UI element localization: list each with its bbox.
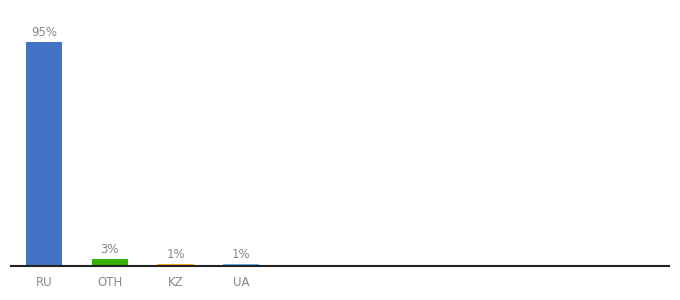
Text: 1%: 1% [166, 248, 185, 261]
Bar [92, 259, 128, 266]
Bar [223, 264, 260, 266]
Bar [26, 42, 62, 266]
Text: 3%: 3% [101, 243, 119, 256]
Text: 1%: 1% [232, 248, 251, 261]
Text: 95%: 95% [31, 26, 57, 39]
Bar [158, 264, 194, 266]
